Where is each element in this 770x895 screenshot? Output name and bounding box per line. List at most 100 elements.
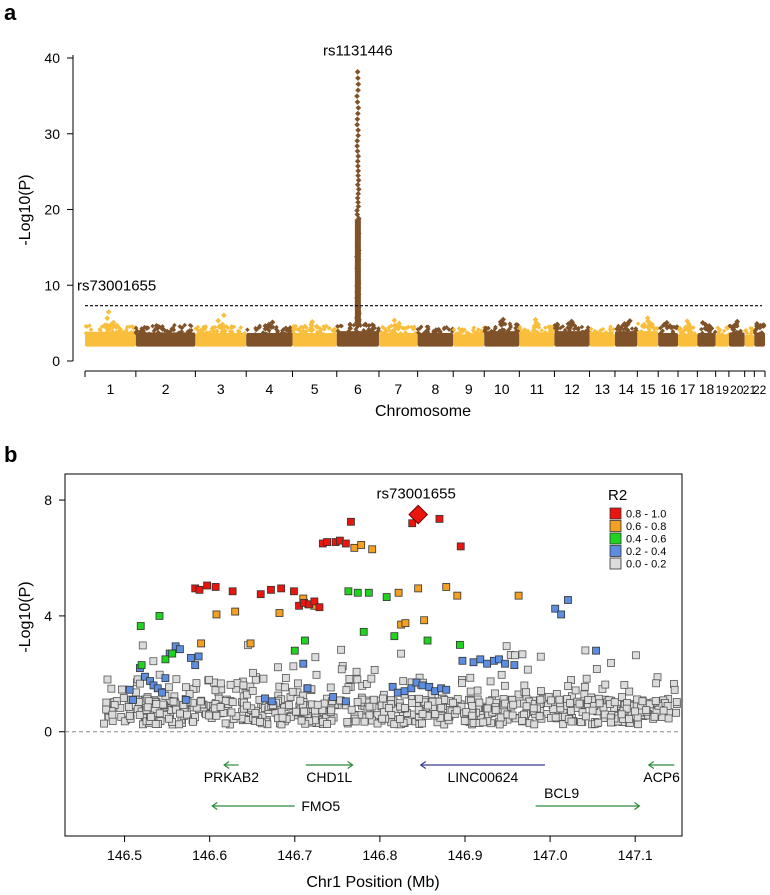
chromosome-10-band: [484, 331, 520, 347]
snp-point: [171, 327, 177, 333]
snp-point: [442, 583, 451, 591]
snp-point: [239, 681, 248, 690]
y-tick-label: 0: [44, 724, 52, 740]
snp-point: [390, 632, 399, 641]
x-tick-label: 14: [618, 381, 634, 397]
snp-point: [482, 329, 488, 334]
snp-point: [103, 675, 112, 684]
snp-point: [337, 665, 346, 674]
snp-point: [129, 324, 135, 329]
y-tick-label: 30: [44, 126, 60, 142]
snp-point: [355, 87, 361, 94]
snp-point: [625, 715, 633, 723]
snp-point: [297, 716, 306, 725]
snp-point: [293, 679, 302, 688]
chromosome-20-band: [728, 332, 745, 347]
snp-point: [182, 322, 187, 328]
snp-point: [351, 717, 360, 726]
snp-point: [212, 711, 221, 720]
snp-point: [408, 519, 417, 528]
snp-point: [396, 320, 402, 327]
snp-point: [327, 706, 336, 715]
snp-point: [549, 328, 555, 334]
x-tick-label: 4: [265, 381, 273, 397]
x-tick-label: 9: [465, 381, 473, 397]
snp-point: [326, 683, 335, 692]
snp-point: [100, 719, 108, 728]
snp-point: [228, 698, 237, 707]
snp-point: [420, 616, 429, 625]
snp-point: [651, 697, 660, 705]
chromosome-7-points: [378, 317, 419, 347]
snp-point: [355, 172, 361, 179]
chromosome-9-band: [453, 334, 485, 347]
snp-point: [470, 332, 475, 337]
snp-point: [136, 622, 145, 630]
x-tick-label: 12: [564, 381, 580, 397]
snp-point: [471, 325, 477, 330]
snp-point: [521, 330, 527, 336]
x-tick-label: 20: [730, 383, 744, 397]
snp-point: [522, 327, 527, 332]
snp-point: [212, 610, 221, 619]
snp-point: [418, 681, 427, 690]
snp-point: [437, 703, 446, 712]
chromosome-8-points: [415, 324, 456, 347]
snp-point: [215, 317, 222, 324]
snp-point: [582, 674, 591, 683]
snp-point: [207, 329, 213, 335]
snp-point: [754, 321, 760, 327]
chromosome-13-points: [588, 324, 616, 347]
snp-point: [354, 195, 361, 201]
snp-point: [552, 325, 558, 331]
x-axis-ticks: 146.5 146.6 146.7 146.8 146.9 147.0 147.1: [107, 836, 653, 863]
snp-point: [370, 322, 375, 327]
snp-point: [575, 699, 584, 708]
snp-point: [560, 324, 566, 329]
snp-point: [267, 697, 276, 706]
snp-point: [660, 328, 665, 333]
snp-point: [248, 687, 257, 695]
x-tick-label: 146.9: [447, 847, 482, 863]
snp-point: [536, 695, 545, 704]
snp-point: [595, 699, 604, 708]
chromosome-21-points: [742, 325, 756, 347]
annotation-rs73001655: rs73001655: [77, 277, 156, 294]
snp-point: [259, 674, 268, 683]
snp-point: [670, 332, 676, 337]
snp-point: [501, 659, 509, 668]
snp-point: [588, 706, 597, 715]
snp-point: [631, 707, 639, 716]
chromosome-3-points: [193, 312, 247, 347]
snp-point: [252, 332, 258, 337]
snp-point: [274, 663, 282, 672]
snp-point: [523, 665, 532, 674]
x-tick-label: 22: [753, 383, 767, 397]
snp-point: [594, 718, 603, 727]
snp-point: [353, 588, 362, 597]
x-tick-label: 11: [530, 381, 545, 397]
snp-point: [472, 330, 478, 335]
snp-point: [483, 704, 492, 713]
snp-point: [365, 702, 374, 711]
snp-point: [478, 330, 484, 336]
snp-point: [354, 116, 361, 123]
snp-point: [680, 330, 685, 335]
snp-point: [282, 331, 287, 337]
chromosome-7-band: [378, 333, 418, 347]
snp-point: [580, 682, 589, 691]
snp-point: [375, 329, 381, 335]
gene-label: CHD1L: [306, 769, 352, 785]
legend-label: 0.0 - 0.2: [626, 559, 666, 571]
snp-point: [311, 653, 320, 662]
snp-point: [367, 327, 372, 333]
snp-point: [382, 593, 391, 601]
snp-point: [219, 321, 226, 328]
snp-point: [344, 587, 353, 596]
snp-point: [285, 701, 293, 709]
snp-point: [189, 717, 197, 726]
snp-point: [618, 325, 624, 330]
chromosome-22-band: [754, 332, 765, 347]
snp-point: [104, 322, 111, 329]
